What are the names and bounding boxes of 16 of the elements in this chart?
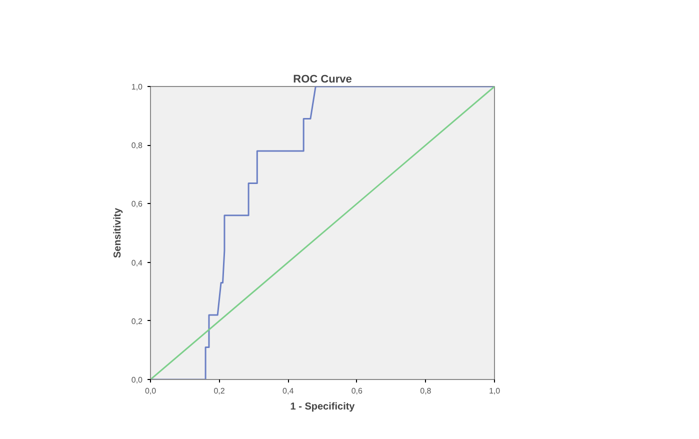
line-series	[150, 86, 494, 380]
x-tick-label: 0,0	[144, 386, 157, 396]
x-tick-label: 1,0	[488, 386, 501, 396]
x-tick-label: 0,8	[420, 386, 432, 396]
x-tick-label: 0,2	[214, 386, 226, 396]
y-tick-label: 1,0	[131, 82, 144, 92]
y-tick-label: 0,8	[131, 141, 144, 150]
y-axis-title: Sensitivity	[112, 208, 124, 258]
y-tick-label: 0,2	[131, 316, 144, 326]
chart-title: ROC Curve	[293, 74, 352, 86]
y-tick-label: 0,6	[131, 200, 144, 209]
x-axis-title: 1 - Specificity	[290, 402, 356, 412]
x-tick-label: 0,6	[351, 386, 364, 396]
y-tick-label: 0,0	[131, 376, 144, 384]
x-tick-label: 0,4	[282, 386, 294, 396]
y-tick-label: 0,4	[131, 258, 144, 268]
